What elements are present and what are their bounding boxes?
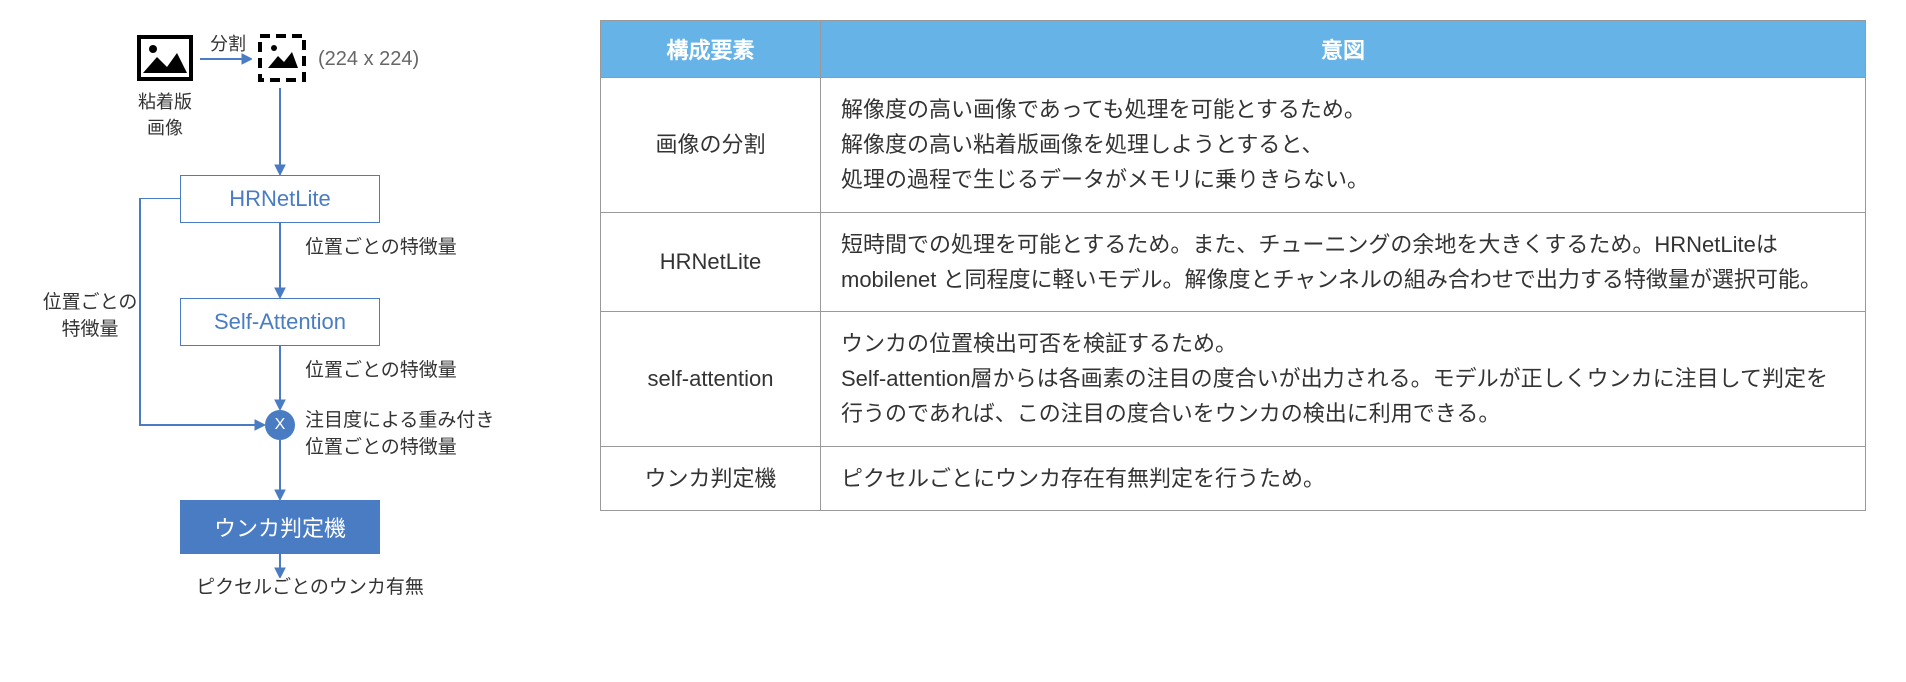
table-row: 画像の分割解像度の高い画像であっても処理を可能とするため。 解像度の高い粘着版画… bbox=[601, 78, 1866, 213]
arrow-mult-to-classifier bbox=[274, 440, 286, 500]
table-header-intent: 意図 bbox=[821, 21, 1866, 78]
crop-icon bbox=[256, 32, 308, 84]
component-table-container: 構成要素 意図 画像の分割解像度の高い画像であっても処理を可能とするため。 解像… bbox=[580, 20, 1866, 662]
table-cell-component: self-attention bbox=[601, 311, 821, 446]
table-cell-component: 画像の分割 bbox=[601, 78, 821, 213]
feedback-line1: 位置ごとの bbox=[43, 292, 138, 313]
feature-label-1: 位置ごとの特徴量 bbox=[305, 235, 457, 262]
arrow-to-output bbox=[274, 548, 286, 578]
weighted-line1: 注目度による重み付き bbox=[305, 410, 494, 431]
table-header-row: 構成要素 意図 bbox=[601, 21, 1866, 78]
output-label: ピクセルごとのウンカ有無 bbox=[180, 575, 440, 602]
input-image-label: 粘着版画像 bbox=[130, 88, 200, 140]
table-row: self-attentionウンカの位置検出可否を検証するため。 Self-at… bbox=[601, 311, 1866, 446]
table-cell-intent: ピクセルごとにウンカ存在有無判定を行うため。 bbox=[821, 446, 1866, 510]
table-cell-component: HRNetLite bbox=[601, 212, 821, 311]
image-icon bbox=[137, 35, 193, 81]
feedback-label: 位置ごとの 特徴量 bbox=[40, 290, 140, 343]
table-cell-component: ウンカ判定機 bbox=[601, 446, 821, 510]
table-header-component: 構成要素 bbox=[601, 21, 821, 78]
arrow-split bbox=[200, 53, 252, 65]
feature-label-2: 位置ごとの特徴量 bbox=[305, 358, 457, 385]
weighted-feature-label: 注目度による重み付き 位置ごとの特徴量 bbox=[305, 408, 494, 461]
component-table: 構成要素 意図 画像の分割解像度の高い画像であっても処理を可能とするため。 解像… bbox=[600, 20, 1866, 511]
crop-dimension-label: (224 x 224) bbox=[318, 48, 419, 71]
input-image-node: 粘着版画像 bbox=[130, 35, 200, 140]
classifier-box: ウンカ判定機 bbox=[180, 500, 380, 554]
arrow-to-hrnet bbox=[274, 88, 286, 175]
feedback-line2: 特徴量 bbox=[61, 319, 118, 340]
crop-node bbox=[252, 32, 312, 89]
table-row: ウンカ判定機ピクセルごとにウンカ存在有無判定を行うため。 bbox=[601, 446, 1866, 510]
feedback-loop bbox=[130, 198, 280, 438]
table-cell-intent: 短時間での処理を可能とするため。また、チューニングの余地を大きくするため。HRN… bbox=[821, 212, 1866, 311]
table-cell-intent: 解像度の高い画像であっても処理を可能とするため。 解像度の高い粘着版画像を処理し… bbox=[821, 78, 1866, 213]
flowchart-diagram: 粘着版画像 分割 (224 x 224) HRNetLite 位置ごとの特徴量 … bbox=[40, 20, 580, 660]
weighted-line2: 位置ごとの特徴量 bbox=[305, 437, 457, 458]
table-row: HRNetLite短時間での処理を可能とするため。また、チューニングの余地を大き… bbox=[601, 212, 1866, 311]
table-cell-intent: ウンカの位置検出可否を検証するため。 Self-attention層からは各画素… bbox=[821, 311, 1866, 446]
